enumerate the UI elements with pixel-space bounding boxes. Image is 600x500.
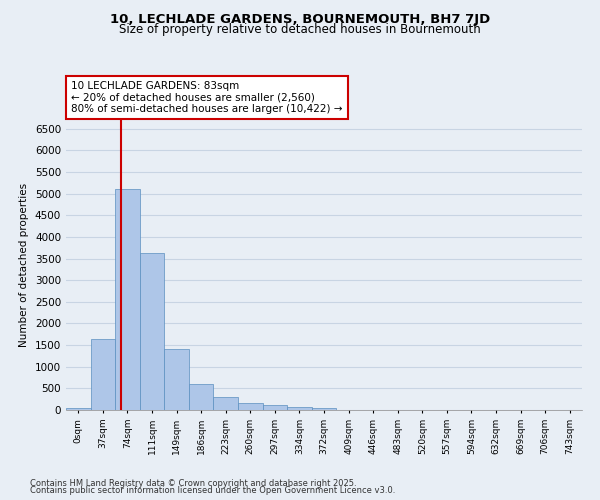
- Bar: [140, 254, 164, 410]
- Bar: [66, 408, 91, 410]
- Text: Size of property relative to detached houses in Bournemouth: Size of property relative to detached ho…: [119, 22, 481, 36]
- Text: Contains HM Land Registry data © Crown copyright and database right 2025.: Contains HM Land Registry data © Crown c…: [30, 478, 356, 488]
- Bar: [164, 348, 189, 410]
- Bar: [214, 396, 238, 410]
- Bar: [312, 408, 336, 410]
- Bar: [115, 190, 140, 410]
- Bar: [287, 406, 312, 410]
- Text: 10 LECHLADE GARDENS: 83sqm
← 20% of detached houses are smaller (2,560)
80% of s: 10 LECHLADE GARDENS: 83sqm ← 20% of deta…: [71, 81, 343, 114]
- Bar: [263, 405, 287, 410]
- Text: 10, LECHLADE GARDENS, BOURNEMOUTH, BH7 7JD: 10, LECHLADE GARDENS, BOURNEMOUTH, BH7 7…: [110, 12, 490, 26]
- Bar: [238, 404, 263, 410]
- Y-axis label: Number of detached properties: Number of detached properties: [19, 183, 29, 347]
- Bar: [189, 384, 214, 410]
- Text: Contains public sector information licensed under the Open Government Licence v3: Contains public sector information licen…: [30, 486, 395, 495]
- Bar: [91, 338, 115, 410]
